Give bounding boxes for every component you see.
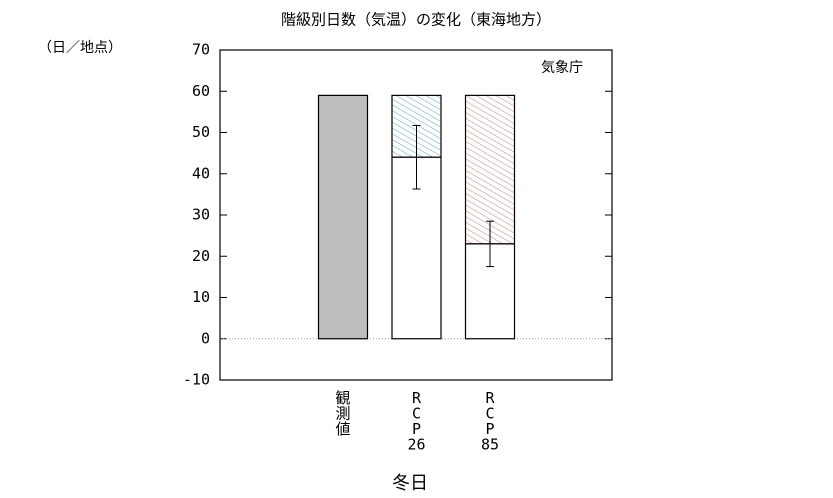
plot-frame xyxy=(219,49,613,381)
x-tick-label: 観測値 xyxy=(335,389,350,438)
decrease-segment xyxy=(464,94,516,245)
error-bar xyxy=(412,124,421,190)
y-tick-label: 40 xyxy=(192,164,210,182)
y-tick-label: 0 xyxy=(201,329,210,347)
y-tick-label: 20 xyxy=(192,247,210,265)
y-tick-label: -10 xyxy=(183,371,210,389)
y-tick-label: 60 xyxy=(192,82,210,100)
chart-title: 階級別日数（気温）の変化（東海地方） xyxy=(281,11,551,29)
x-tick-label: R C P 85 xyxy=(481,389,499,454)
y-tick-label: 30 xyxy=(192,206,210,224)
source-label: 気象庁 xyxy=(541,60,583,76)
y-axis-label: （日／地点） xyxy=(38,40,122,56)
y-tick-label: 50 xyxy=(192,123,210,141)
bar xyxy=(317,94,369,340)
y-tick-label: 10 xyxy=(192,288,210,306)
y-tick-label: 70 xyxy=(192,41,210,59)
error-bar xyxy=(486,220,494,268)
x-tick-label: R C P 26 xyxy=(407,389,425,454)
x-axis-label: 冬日 xyxy=(392,473,428,494)
